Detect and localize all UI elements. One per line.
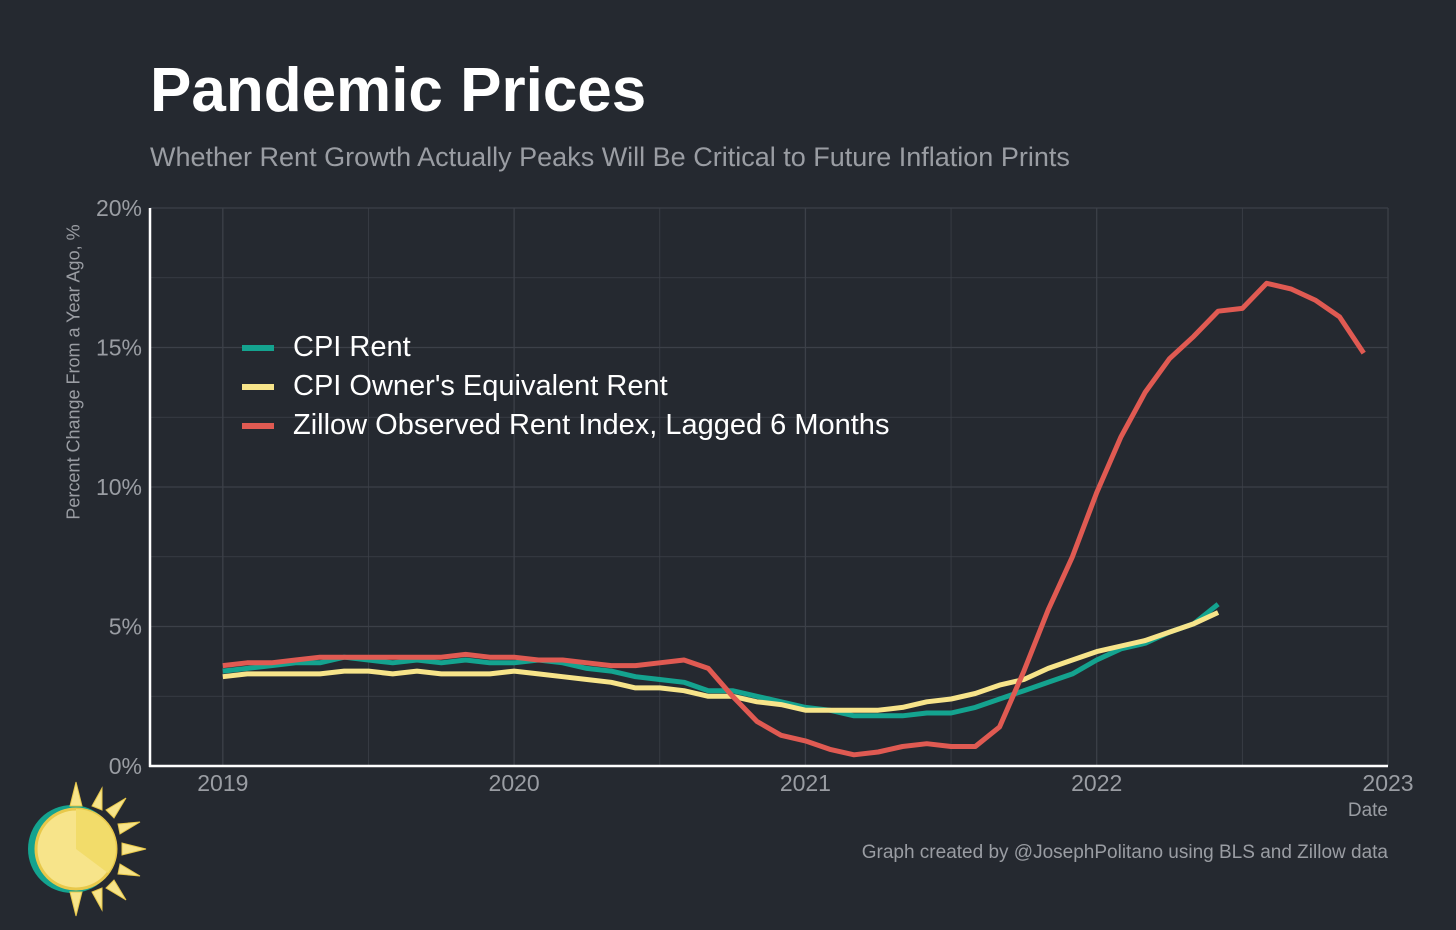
- chart-gridlines: [150, 207, 1389, 767]
- legend-label: Zillow Observed Rent Index, Lagged 6 Mon…: [293, 409, 890, 441]
- series-lines: [222, 280, 1366, 758]
- x-tick-label: 2020: [489, 770, 540, 796]
- y-tick-label: 20%: [96, 195, 142, 221]
- y-tick-label: 10%: [96, 474, 142, 500]
- legend-label: CPI Rent: [293, 331, 411, 363]
- y-tick-label: 15%: [96, 335, 142, 361]
- x-tick-label: 2023: [1362, 770, 1413, 796]
- legend-item: CPI Owner's Equivalent Rent: [242, 367, 889, 406]
- chart-axes: [148, 208, 1388, 768]
- series-line-0: [222, 602, 1220, 719]
- x-tick-label: 2022: [1071, 770, 1122, 796]
- legend-swatch: [242, 383, 274, 390]
- legend-item: CPI Rent: [242, 328, 889, 367]
- x-axis-label: Date: [1347, 800, 1388, 821]
- legend-swatch: [242, 422, 274, 429]
- source-caption: Graph created by @JosephPolitano using B…: [861, 842, 1388, 863]
- legend-swatch: [242, 344, 274, 351]
- x-tick-label: 2019: [197, 770, 248, 796]
- series-line-2: [222, 280, 1366, 758]
- axis-tick-labels: 0% 5% 10% 15% 20% 2019 2020 2021 2022 2023: [96, 195, 1414, 796]
- chart-legend: CPI Rent CPI Owner's Equivalent Rent Zillo…: [242, 328, 889, 445]
- chart-title: Pandemic Prices: [150, 56, 647, 125]
- y-tick-label: 5%: [109, 614, 142, 640]
- series-line-1: [222, 610, 1220, 713]
- y-tick-label: 0%: [109, 753, 142, 779]
- legend-label: CPI Owner's Equivalent Rent: [293, 370, 668, 402]
- x-tick-label: 2021: [780, 770, 831, 796]
- legend-item: Zillow Observed Rent Index, Lagged 6 Mon…: [242, 406, 889, 445]
- sun-logo-icon: [28, 781, 147, 917]
- chart-subtitle: Whether Rent Growth Actually Peaks Will …: [150, 142, 1070, 172]
